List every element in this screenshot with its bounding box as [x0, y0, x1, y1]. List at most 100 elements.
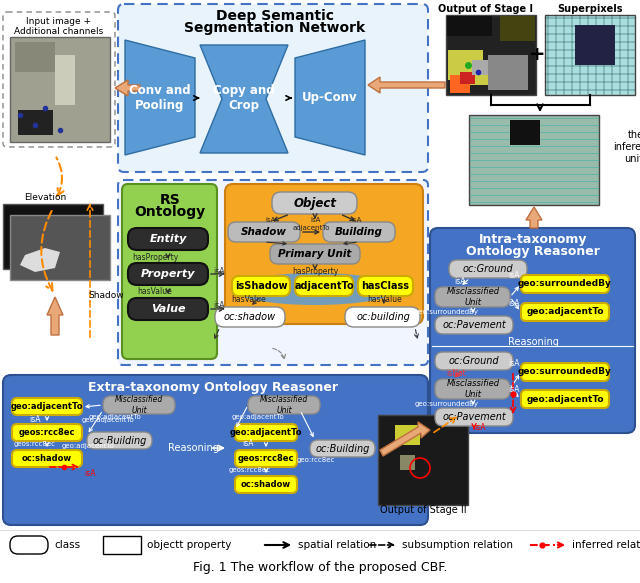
Text: oc:Ground: oc:Ground	[449, 356, 499, 366]
Text: geo:adjacentTo: geo:adjacentTo	[230, 428, 302, 437]
Text: spatial relation: spatial relation	[298, 540, 376, 550]
Text: oc:shadow: oc:shadow	[241, 480, 291, 489]
Text: geos:rcc8ec: geos:rcc8ec	[237, 454, 294, 463]
Bar	[469, 115, 599, 205]
Polygon shape	[200, 45, 288, 153]
FancyBboxPatch shape	[235, 450, 297, 467]
Text: Primary Unit: Primary Unit	[278, 249, 352, 259]
Text: isA: isA	[213, 266, 225, 276]
Polygon shape	[526, 207, 542, 228]
Text: Misclassified
Unit: Misclassified Unit	[115, 395, 163, 415]
Text: Shadow: Shadow	[241, 227, 287, 237]
Text: Misclassified
Unit: Misclassified Unit	[447, 287, 500, 307]
Text: subsumption relation: subsumption relation	[402, 540, 513, 550]
Text: geo:adjacentTo: geo:adjacentTo	[82, 417, 134, 423]
Text: isA: isA	[352, 217, 362, 223]
Text: isA: isA	[474, 423, 486, 433]
FancyBboxPatch shape	[225, 184, 423, 324]
Text: Segmentation Network: Segmentation Network	[184, 21, 365, 35]
Text: oc:Building: oc:Building	[93, 436, 147, 445]
FancyBboxPatch shape	[435, 352, 513, 370]
Bar	[545, 15, 635, 95]
Text: hasValue: hasValue	[138, 287, 172, 297]
Text: Intra-taxonomy: Intra-taxonomy	[479, 234, 588, 247]
Text: Output of Stage II: Output of Stage II	[380, 505, 467, 515]
FancyBboxPatch shape	[215, 307, 285, 327]
Polygon shape	[20, 248, 60, 272]
Text: isA: isA	[29, 415, 41, 423]
Text: geo:surroundedBy: geo:surroundedBy	[415, 401, 479, 407]
Bar	[460, 72, 475, 84]
FancyBboxPatch shape	[118, 180, 428, 365]
Polygon shape	[125, 40, 195, 155]
Text: Reasoning: Reasoning	[508, 337, 559, 347]
FancyBboxPatch shape	[3, 375, 428, 525]
Bar	[10, 37, 110, 142]
Text: hasValue: hasValue	[367, 296, 403, 304]
Text: isA: isA	[508, 385, 520, 395]
Polygon shape	[115, 80, 140, 96]
Text: geo:surroundedBy: geo:surroundedBy	[415, 309, 479, 315]
Bar	[55, 55, 75, 105]
Text: Input image +: Input image +	[26, 17, 92, 26]
Text: geo:surroundedBy: geo:surroundedBy	[518, 279, 612, 289]
Bar	[18, 110, 53, 135]
Text: Additional channels: Additional channels	[14, 26, 104, 36]
Bar	[500, 16, 535, 41]
FancyBboxPatch shape	[270, 244, 360, 264]
Text: oc:Pavement: oc:Pavement	[442, 320, 506, 330]
Text: the
inference
units: the inference units	[613, 131, 640, 164]
Text: hasProperty: hasProperty	[132, 252, 178, 262]
Bar	[465, 65, 490, 85]
Text: geos:rcc8ec: geos:rcc8ec	[19, 428, 76, 437]
Text: Misclassified
Unit: Misclassified Unit	[447, 380, 500, 399]
Text: isA: isA	[508, 271, 520, 279]
FancyBboxPatch shape	[87, 432, 152, 449]
Text: geo:surroundedBy: geo:surroundedBy	[518, 367, 612, 377]
Bar	[450, 75, 470, 93]
Text: Ontology: Ontology	[134, 205, 205, 219]
Text: hasProperty: hasProperty	[292, 266, 338, 276]
Text: Fig. 1 The workflow of the proposed CBF.: Fig. 1 The workflow of the proposed CBF.	[193, 560, 447, 574]
Text: oc:Pavement: oc:Pavement	[442, 412, 506, 422]
Polygon shape	[368, 77, 445, 93]
FancyBboxPatch shape	[521, 390, 609, 408]
Text: Value: Value	[151, 304, 185, 314]
Bar	[446, 15, 536, 95]
Ellipse shape	[232, 273, 397, 305]
FancyBboxPatch shape	[521, 275, 609, 293]
FancyBboxPatch shape	[103, 396, 175, 414]
FancyBboxPatch shape	[3, 12, 115, 147]
FancyBboxPatch shape	[235, 476, 297, 493]
Polygon shape	[380, 422, 430, 456]
Text: oc:building: oc:building	[356, 312, 410, 322]
Text: Object: Object	[294, 196, 337, 209]
Text: geo:adjacentTo: geo:adjacentTo	[61, 443, 115, 449]
Bar	[447, 16, 492, 36]
Bar	[448, 50, 483, 80]
Bar	[488, 55, 528, 90]
FancyBboxPatch shape	[435, 379, 510, 399]
FancyBboxPatch shape	[323, 222, 395, 242]
FancyBboxPatch shape	[12, 424, 82, 441]
Bar	[395, 425, 420, 445]
Text: class: class	[54, 540, 80, 550]
Text: geo:adjacentTo: geo:adjacentTo	[526, 307, 604, 317]
Polygon shape	[47, 297, 63, 335]
Text: Extra-taxonomy Ontology Reasoner: Extra-taxonomy Ontology Reasoner	[88, 381, 338, 394]
Bar	[3, 204, 103, 269]
FancyBboxPatch shape	[435, 316, 513, 334]
Text: geo:adjacentTo: geo:adjacentTo	[88, 414, 141, 420]
Text: objectt property: objectt property	[147, 540, 232, 550]
Text: geo:adjacentTo: geo:adjacentTo	[11, 402, 83, 411]
Text: Up-Conv: Up-Conv	[302, 92, 358, 104]
Bar	[378, 415, 468, 505]
FancyBboxPatch shape	[295, 276, 353, 296]
Text: geo:adjacentTo: geo:adjacentTo	[232, 414, 284, 420]
FancyBboxPatch shape	[118, 4, 428, 172]
Text: Misclassified
Unit: Misclassified Unit	[260, 395, 308, 415]
FancyBboxPatch shape	[248, 396, 320, 414]
Text: Output of Stage I: Output of Stage I	[438, 4, 534, 14]
Text: isA: isA	[213, 301, 225, 311]
Text: RS: RS	[159, 193, 180, 207]
